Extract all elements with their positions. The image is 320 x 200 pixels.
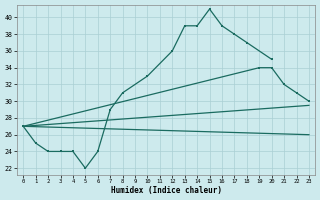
X-axis label: Humidex (Indice chaleur): Humidex (Indice chaleur): [111, 186, 221, 195]
